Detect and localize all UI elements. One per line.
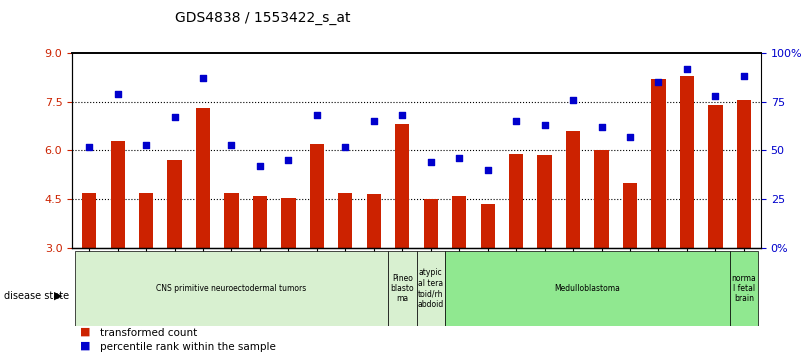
Bar [680,76,694,248]
Text: GDS4838 / 1553422_s_at: GDS4838 / 1553422_s_at [175,11,351,25]
Bar [594,150,609,248]
Text: transformed count: transformed count [100,328,197,338]
Text: percentile rank within the sample: percentile rank within the sample [100,342,276,352]
Bar [196,108,210,248]
Point [368,118,380,124]
FancyBboxPatch shape [730,251,758,326]
Point [681,66,694,72]
FancyBboxPatch shape [445,251,730,326]
Bar [509,154,523,248]
Point [254,163,267,169]
Text: disease state: disease state [4,291,69,301]
Point [595,124,608,130]
Bar [139,193,153,248]
Bar [737,100,751,248]
Text: ■: ■ [80,341,91,350]
Bar [224,193,239,248]
Bar [395,125,409,248]
Bar [651,79,666,248]
Point [509,118,522,124]
Point [311,113,324,118]
Bar [708,105,723,248]
Point [425,159,437,165]
Bar [537,155,552,248]
Point [453,155,465,161]
Bar [452,196,466,248]
Point [83,144,95,149]
Point [481,167,494,173]
Bar [367,194,381,248]
FancyBboxPatch shape [388,251,417,326]
Bar [338,193,352,248]
Bar [424,199,438,248]
Point [396,113,409,118]
Bar [253,196,267,248]
Point [168,114,181,120]
Point [111,91,124,97]
Bar [82,193,96,248]
Point [196,75,209,81]
Bar [566,131,580,248]
Text: norma
l fetal
brain: norma l fetal brain [731,274,756,303]
Bar [310,144,324,248]
Point [652,79,665,85]
Point [738,74,751,79]
Point [566,97,579,103]
Text: ▶: ▶ [54,291,62,301]
Text: atypic
al tera
toid/rh
abdoid: atypic al tera toid/rh abdoid [417,268,444,309]
Point [538,122,551,128]
Point [282,157,295,163]
Point [709,93,722,99]
Point [624,134,637,139]
Bar [111,141,125,248]
Point [225,142,238,147]
FancyBboxPatch shape [417,251,445,326]
Bar [481,204,495,248]
Text: Pineo
blasto
ma: Pineo blasto ma [390,274,414,303]
Bar [281,198,296,248]
Bar [167,160,182,248]
FancyBboxPatch shape [75,251,388,326]
Point [339,144,352,149]
Text: CNS primitive neuroectodermal tumors: CNS primitive neuroectodermal tumors [156,284,307,293]
Bar [623,183,637,248]
Point [139,142,152,147]
Text: Medulloblastoma: Medulloblastoma [554,284,620,293]
Text: ■: ■ [80,326,91,336]
